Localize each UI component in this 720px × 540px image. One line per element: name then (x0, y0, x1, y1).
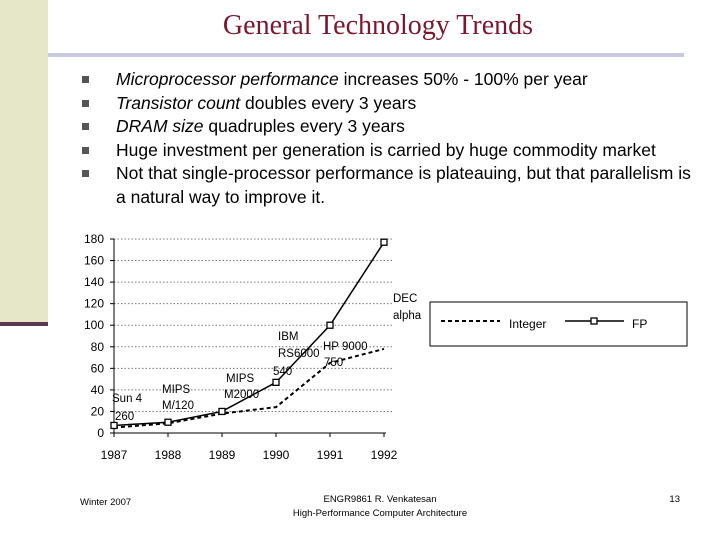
x-tick-label: 1991 (317, 448, 344, 462)
data-point-fp (164, 418, 172, 426)
chart-annotation: Sun 4 (112, 393, 143, 405)
chart-annotation: 260 (115, 411, 134, 423)
series-line-integer (113, 347, 385, 429)
y-tick-label: 160 (84, 254, 104, 268)
bullet-list: Microprocessor performance increases 50%… (82, 68, 702, 209)
page-number: 13 (669, 494, 680, 505)
bullet-item: Microprocessor performance increases 50%… (82, 68, 702, 92)
data-point-fp (218, 407, 226, 416)
x-tick-label: 1987 (101, 448, 128, 462)
bullet-item: Not that single-processor performance is… (82, 162, 702, 209)
bullet-square-icon (82, 123, 89, 130)
bullet-text: doubles every 3 years (240, 92, 417, 113)
x-tick-label: 1992 (371, 448, 398, 462)
chart-annotation: HP 9000 (323, 341, 368, 353)
left-accent-bar (0, 0, 48, 324)
chart-annotation: RS6000 (278, 348, 320, 360)
data-point-fp (110, 421, 118, 430)
chart-annotation: M2000 (224, 389, 259, 401)
footer-date: Winter 2007 (80, 497, 132, 508)
chart-annotation: 750 (324, 357, 343, 369)
legend-box (429, 301, 688, 347)
chart-annotation: 540 (273, 366, 292, 378)
chart-annotation: MIPS (226, 373, 254, 385)
slide-title: General Technology Trends (222, 10, 534, 41)
chart-annotation: MIPS (162, 384, 190, 396)
bullet-item: Huge investment per generation is carrie… (82, 139, 702, 163)
y-tick-label: 0 (97, 426, 104, 440)
bullet-emphasis: DRAM size (116, 116, 204, 136)
y-tick-label: 140 (84, 275, 104, 289)
x-tick-label: 1990 (263, 448, 290, 462)
legend-marker-fp (590, 317, 598, 325)
left-accent-line (0, 322, 48, 326)
y-tick-label: 20 (91, 404, 105, 418)
bullet-item: DRAM size quadruples every 3 years (82, 115, 702, 139)
bullet-square-icon (82, 170, 89, 177)
chart-annotation: M/120 (162, 400, 194, 412)
bullet-text: increases 50% - 100% per year (338, 69, 588, 89)
y-tick-label: 40 (91, 383, 105, 397)
bullet-square-icon (82, 76, 89, 83)
chart-annotation: alpha (393, 310, 422, 322)
bullet-text: Not that single-processor performance is… (116, 163, 691, 207)
bullet-emphasis: Transistor count (116, 92, 241, 113)
chart-annotation: DEC (393, 293, 417, 305)
bullet-square-icon (82, 99, 89, 107)
legend-label-fp: FP (632, 317, 647, 331)
y-tick-label: 60 (91, 361, 105, 375)
y-tick-label: 80 (91, 340, 105, 354)
bullet-item: Transistor count doubles every 3 years (82, 92, 702, 116)
bullet-text: quadruples every 3 years (203, 116, 405, 136)
legend-label-integer: Integer (509, 317, 546, 331)
series-line-fp (113, 241, 385, 427)
y-tick-label: 100 (84, 318, 104, 332)
bullet-square-icon (82, 146, 89, 154)
chart-annotation: IBM (278, 331, 298, 343)
x-tick-label: 1988 (155, 448, 182, 462)
bullet-emphasis: Microprocessor performance (116, 69, 339, 89)
title-underline (48, 53, 684, 57)
footer-course: High-Performance Computer Architecture (292, 508, 468, 519)
footer-author: ENGR9861 R. Venkatesan (323, 494, 437, 505)
data-point-fp (326, 321, 334, 329)
data-point-fp (272, 378, 280, 386)
data-point-fp (380, 238, 388, 246)
bullet-text: Huge investment per generation is carrie… (116, 139, 656, 160)
x-tick-label: 1989 (209, 448, 236, 462)
y-tick-label: 120 (84, 297, 104, 311)
y-tick-label: 180 (84, 232, 104, 246)
